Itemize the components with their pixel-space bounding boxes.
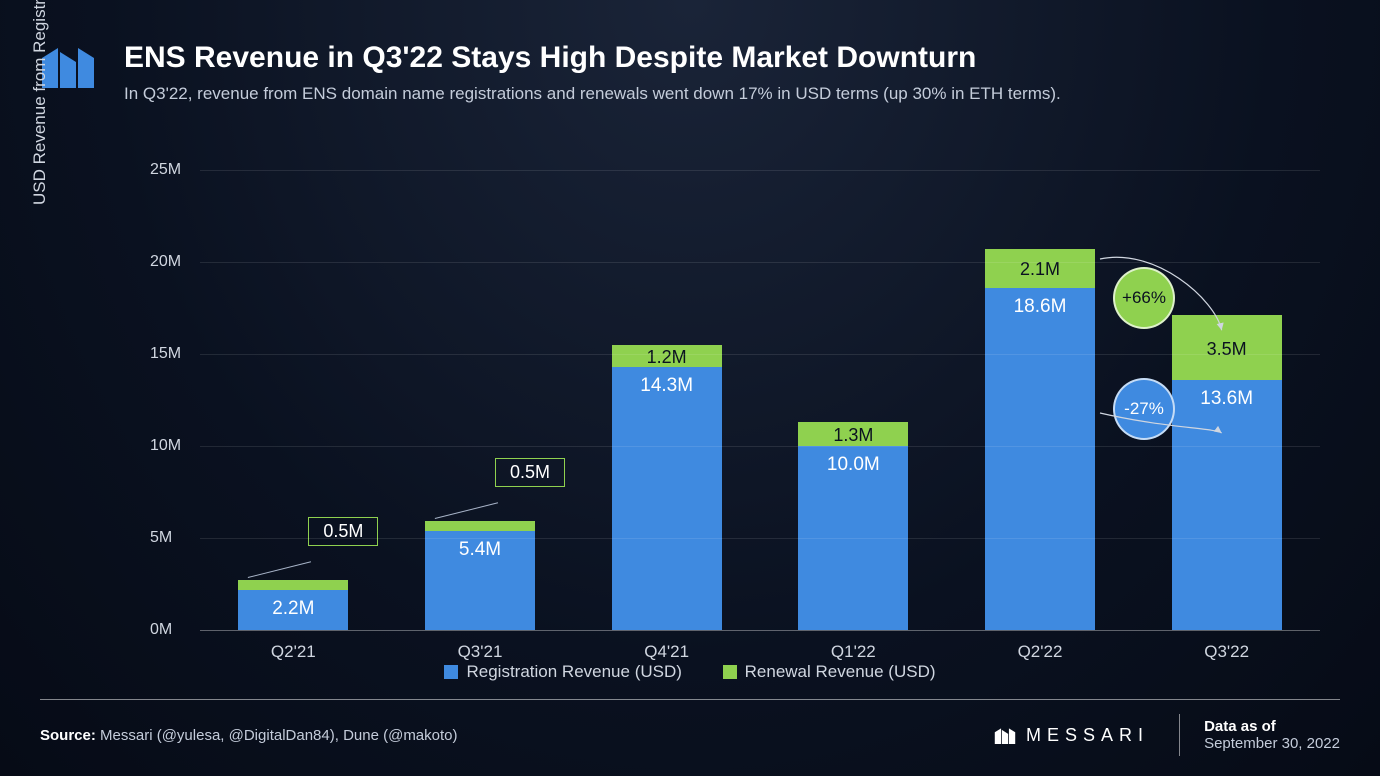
y-tick-label: 15M <box>150 345 181 363</box>
callout-leader <box>248 562 311 579</box>
legend-item-renewal: Renewal Revenue (USD) <box>723 662 936 682</box>
y-tick-label: 0M <box>150 621 172 639</box>
bar-segment-renewal <box>238 580 348 589</box>
legend-label-registration: Registration Revenue (USD) <box>466 662 681 682</box>
asof-value: September 30, 2022 <box>1204 735 1340 752</box>
source-line: Source: Messari (@yulesa, @DigitalDan84)… <box>40 727 994 744</box>
bar-segment-registration: 2.2M <box>238 590 348 630</box>
plot: 0.5M 2.2M 0.5M 5.4M 14.3M 1.2M 10.0M 1.3M 18.6M 2… <box>120 170 1320 630</box>
legend-label-renewal: Renewal Revenue (USD) <box>745 662 936 682</box>
bar-segment-renewal <box>425 521 535 530</box>
bar-value-registration: 10.0M <box>798 454 908 476</box>
bars-container: 0.5M2.2M0.5M5.4M14.3M1.2M10.0M1.3M18.6M2… <box>200 170 1320 630</box>
y-tick-label: 10M <box>150 437 181 455</box>
callout-leader <box>435 503 498 520</box>
arrow-renewal <box>1095 239 1282 359</box>
bar-segment-registration: 18.6M <box>985 288 1095 630</box>
bar-value-registration: 5.4M <box>425 539 535 561</box>
x-tick-label: Q3'22 <box>1204 642 1249 662</box>
footer-brand-text: MESSARI <box>1026 725 1149 746</box>
messari-logo-icon <box>994 725 1016 745</box>
source-label: Source: <box>40 727 96 744</box>
y-tick-label: 25M <box>150 161 181 179</box>
footer: Source: Messari (@yulesa, @DigitalDan84)… <box>40 699 1340 756</box>
y-tick-label: 5M <box>150 529 172 547</box>
asof-label: Data as of <box>1204 718 1340 735</box>
y-axis-title: USD Revenue from Registrations & Renewal… <box>30 0 50 205</box>
grid-line <box>200 354 1320 355</box>
x-tick-label: Q2'22 <box>1018 642 1063 662</box>
chart-subtitle: In Q3'22, revenue from ENS domain name r… <box>124 84 1340 104</box>
x-tick-label: Q2'21 <box>271 642 316 662</box>
legend: Registration Revenue (USD) Renewal Reven… <box>0 662 1380 684</box>
callout-box: 0.5M <box>495 458 565 487</box>
bar-value-registration: 14.3M <box>612 375 722 397</box>
x-tick-label: Q4'21 <box>644 642 689 662</box>
chart-title: ENS Revenue in Q3'22 Stays High Despite … <box>124 40 1340 76</box>
bar-value-renewal: 1.3M <box>798 425 908 446</box>
y-tick-label: 20M <box>150 253 181 271</box>
legend-swatch-renewal <box>723 665 737 679</box>
title-block: ENS Revenue in Q3'22 Stays High Despite … <box>124 40 1340 104</box>
grid-line <box>200 170 1320 171</box>
callout-box: 0.5M <box>308 517 378 546</box>
header: ENS Revenue in Q3'22 Stays High Despite … <box>40 40 1340 104</box>
legend-item-registration: Registration Revenue (USD) <box>444 662 681 682</box>
source-text: Messari (@yulesa, @DigitalDan84), Dune (… <box>100 727 457 744</box>
baseline <box>200 630 1320 631</box>
bar-value-renewal: 1.2M <box>612 347 722 368</box>
legend-swatch-registration <box>444 665 458 679</box>
grid-line <box>200 446 1320 447</box>
footer-brand: MESSARI <box>994 725 1179 746</box>
arrow-registration <box>1095 358 1282 518</box>
bar-value-registration: 2.2M <box>238 598 348 620</box>
grid-line <box>200 262 1320 263</box>
bar-segment-registration: 14.3M <box>612 367 722 630</box>
chart-area: 0.5M 2.2M 0.5M 5.4M 14.3M 1.2M 10.0M 1.3M 18.6M 2… <box>120 170 1320 630</box>
x-tick-label: Q1'22 <box>831 642 876 662</box>
grid-line <box>200 538 1320 539</box>
bar-value-registration: 18.6M <box>985 296 1095 318</box>
bar-segment-registration: 5.4M <box>425 531 535 630</box>
footer-date: Data as of September 30, 2022 <box>1179 714 1340 756</box>
x-tick-label: Q3'21 <box>458 642 503 662</box>
